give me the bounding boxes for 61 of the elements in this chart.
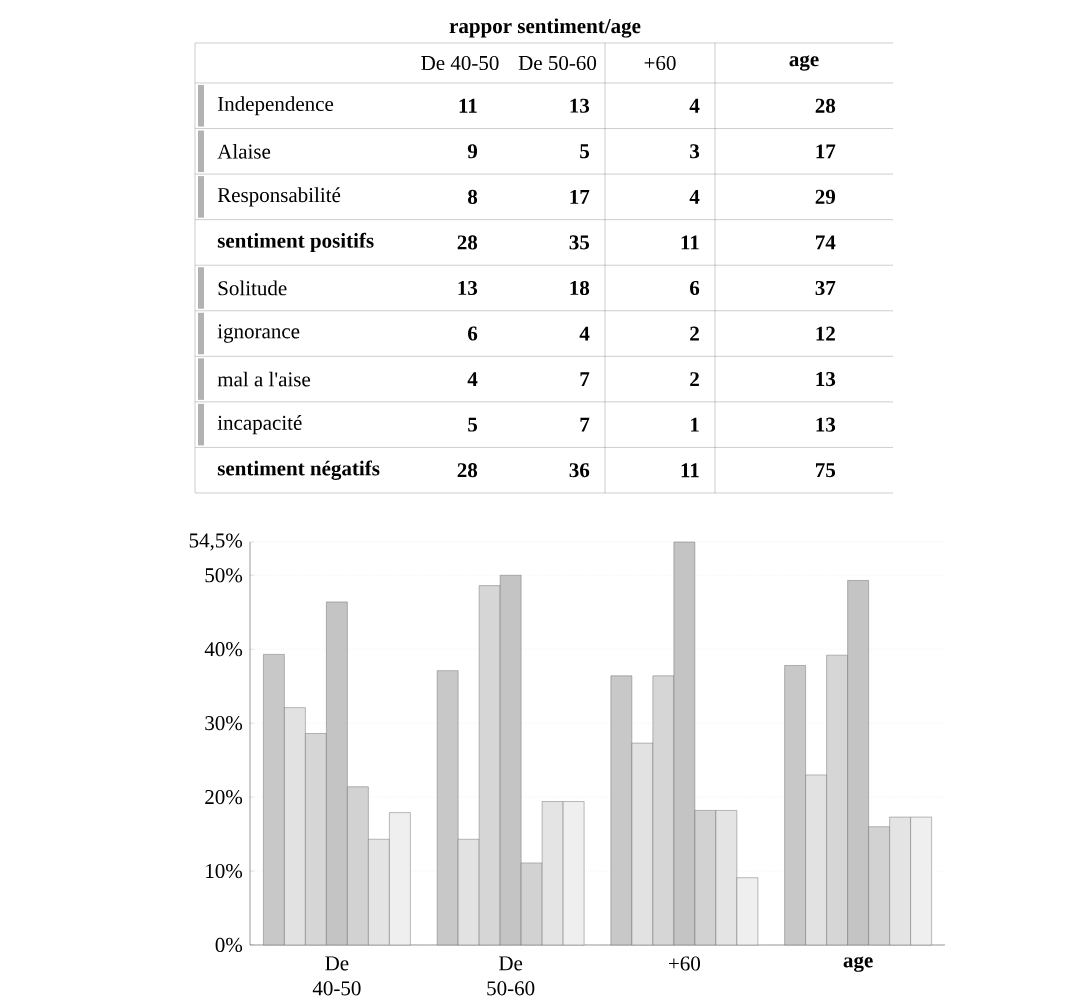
data-label: 7: [580, 417, 590, 432]
data-label: 17: [570, 189, 590, 204]
y-tick-label: Solitude: [218, 280, 287, 296]
x-tick-label: De 40-50: [421, 55, 499, 70]
x-tick-label: De 50-60: [487, 956, 535, 996]
data-label: 29: [815, 189, 836, 204]
data-label: 13: [458, 280, 478, 295]
y-tick-label: Independence: [217, 96, 334, 116]
y-tick-label: 20%: [205, 789, 243, 805]
data-label: 36: [569, 462, 590, 478]
data-label: 17: [816, 144, 836, 159]
y-tick-label: 0%: [215, 937, 243, 952]
data-label: 6: [690, 280, 700, 295]
x-tick-label: De 50-60: [518, 55, 597, 70]
data-label: 75: [816, 463, 836, 477]
data-label: 4: [689, 98, 700, 113]
data-label: 18: [570, 280, 590, 295]
y-tick-label: 40%: [204, 641, 243, 657]
data-label: 8: [468, 189, 478, 204]
y-tick-label: Alaise: [217, 143, 271, 159]
data-label: 28: [815, 98, 836, 113]
data-label: 1: [690, 417, 699, 432]
data-label: 13: [816, 417, 836, 432]
y-tick-label: ignorance: [217, 324, 300, 343]
data-label: 7: [580, 372, 590, 386]
y-tick-label: 50%: [205, 567, 243, 583]
y-tick-label: 30%: [205, 715, 243, 731]
data-label: 4: [689, 189, 700, 204]
chart-title: rappor sentiment/age: [449, 18, 641, 38]
y-tick-label: mal a l'aise: [217, 371, 311, 387]
y-tick-label: sentiment positifs: [217, 232, 374, 252]
data-label: 11: [459, 98, 477, 113]
x-tick-label: +60: [669, 956, 700, 971]
data-label: 2: [690, 371, 699, 386]
data-label: 28: [457, 235, 478, 250]
data-label: 5: [468, 417, 478, 432]
data-label: 13: [816, 371, 836, 386]
x-tick-label: age: [843, 956, 873, 972]
y-tick-label: 54,5%: [189, 533, 243, 551]
data-label: 4: [579, 326, 590, 341]
data-label: 74: [816, 235, 836, 250]
x-tick-label: age: [789, 55, 819, 71]
y-tick-label: sentiment négatifs: [217, 460, 380, 480]
data-label: 3: [690, 144, 700, 159]
data-label: 6: [468, 326, 478, 341]
data-label: 5: [580, 144, 590, 159]
data-label: 11: [681, 235, 699, 250]
data-label: 9: [467, 144, 478, 159]
data-label: 11: [681, 463, 699, 477]
data-label: 2: [690, 326, 699, 341]
data-label: 35: [569, 235, 590, 250]
data-label: 37: [815, 280, 836, 295]
data-label: 4: [467, 371, 478, 386]
x-tick-label: De 40-50: [312, 956, 361, 996]
x-tick-label: +60: [644, 55, 676, 70]
data-label: 13: [570, 98, 590, 113]
y-tick-label: Responsabilité: [217, 187, 341, 207]
data-label: 12: [816, 326, 835, 341]
y-tick-label: 10%: [206, 863, 243, 878]
data-label: 28: [457, 462, 478, 478]
y-tick-label: incapacité: [217, 414, 302, 434]
